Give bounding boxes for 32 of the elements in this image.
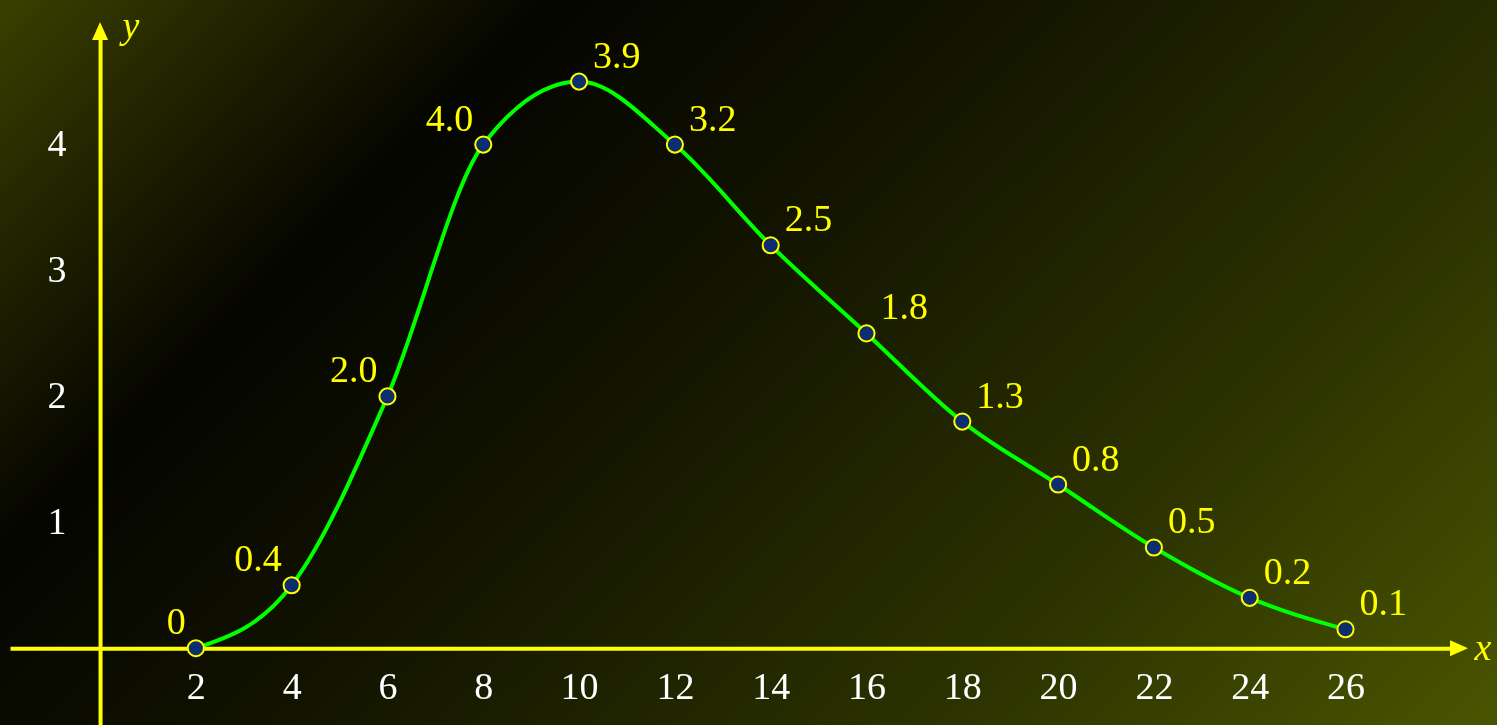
annotation: 3.9 [593,33,641,76]
x-tick-label: 20 [1039,664,1078,707]
x-tick-label: 8 [474,664,494,707]
annotation: 2.5 [784,197,833,240]
y-tick-label: 2 [47,373,67,416]
annotation: 3.2 [688,96,737,139]
x-tick-label: 10 [560,664,599,707]
x-tick-label: 6 [378,664,398,707]
y-tick-label: 3 [47,247,67,290]
x-tick-label: 14 [752,664,791,707]
annotation: 0.1 [1359,581,1408,624]
annotation: 1.3 [976,373,1024,416]
y-tick-label: 4 [47,122,67,165]
annotation: 0 [166,600,186,643]
x-tick-label: 26 [1327,664,1366,707]
x-tick-label: 22 [1135,664,1174,707]
annotation: 2.0 [329,348,378,391]
y-tick-label: 1 [47,499,67,542]
y-axis-title: y [118,3,140,46]
annotation: 0.4 [234,537,282,580]
annotation: 4.0 [425,96,474,139]
x-axis-title: x [1473,625,1492,668]
x-tick-label: 24 [1231,664,1270,707]
annotation: 1.8 [880,285,928,328]
x-tick-label: 12 [656,664,695,707]
x-tick-label: 2 [186,664,206,707]
x-tick-label: 16 [847,664,886,707]
annotation: 0.5 [1167,499,1216,542]
x-tick-label: 18 [943,664,982,707]
annotation: 0.8 [1072,436,1120,479]
annotation: 0.2 [1263,549,1312,592]
x-tick-label: 4 [282,664,302,707]
